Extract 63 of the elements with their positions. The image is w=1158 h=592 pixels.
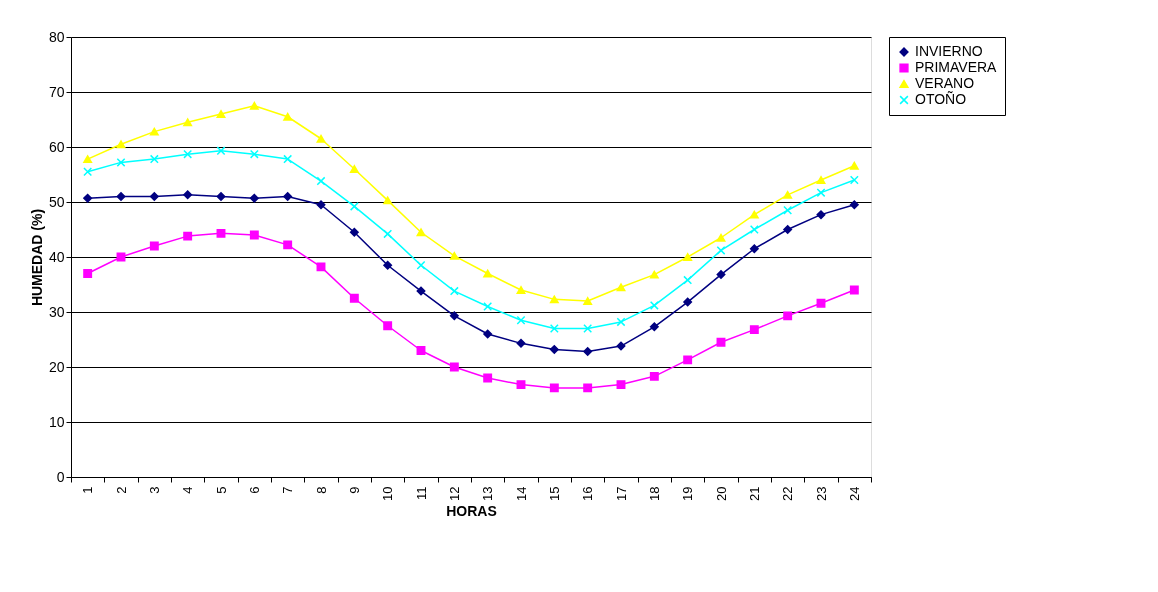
point <box>183 149 193 159</box>
point <box>816 188 826 198</box>
point <box>83 167 93 177</box>
y-tick-label: 10 <box>48 413 65 430</box>
point <box>683 275 693 285</box>
y-tick-label: 20 <box>48 358 65 375</box>
x-tick-label: 23 <box>813 486 829 501</box>
x-tick-label: 3 <box>146 486 162 494</box>
point <box>483 302 493 311</box>
y-tick-label: 70 <box>48 83 65 100</box>
point <box>649 300 659 310</box>
point <box>583 324 593 333</box>
point <box>149 154 159 164</box>
x-tick-label: 12 <box>446 486 462 501</box>
x-tick-label: 22 <box>780 486 796 501</box>
x-tick-label: 21 <box>746 486 762 501</box>
point <box>283 154 293 164</box>
x-tick-label: 14 <box>513 486 529 501</box>
y-tick-label: 50 <box>48 193 65 210</box>
point <box>449 286 459 296</box>
x-tick-label: 24 <box>846 486 862 501</box>
x-tick-label: 9 <box>346 486 362 494</box>
x-tick-label: 6 <box>246 486 262 494</box>
x-tick-label: 15 <box>546 486 562 501</box>
x-tick-label: 18 <box>646 486 662 501</box>
point <box>316 176 326 186</box>
x-tick-label: 7 <box>280 486 296 494</box>
point <box>416 260 426 270</box>
point <box>549 324 559 333</box>
point <box>716 245 726 255</box>
x-tick-label: 8 <box>313 486 329 494</box>
x-tick-label: 20 <box>713 486 729 501</box>
y-axis-title: HUMEDAD (%) <box>28 208 45 307</box>
y-tick-label: 40 <box>48 248 65 265</box>
x-axis-title: HORAS <box>446 502 497 519</box>
x-tick-label: 13 <box>480 486 496 501</box>
point <box>249 149 259 159</box>
x-tick-label: 19 <box>680 486 696 501</box>
point <box>749 225 759 234</box>
x-tick-label: 2 <box>113 486 129 494</box>
x-tick-label: 1 <box>80 486 96 494</box>
legend-label: INVIERNO <box>915 43 983 59</box>
x-tick-label: 4 <box>180 486 196 494</box>
point <box>116 157 126 167</box>
y-tick-label: 60 <box>48 138 65 155</box>
x-tick-label: 16 <box>580 486 596 501</box>
y-tick-label: 0 <box>56 468 65 485</box>
x-tick-label: 10 <box>380 486 396 501</box>
legend-label: OTOÑO <box>915 91 967 107</box>
point <box>216 146 226 156</box>
x-tick-label: 11 <box>413 486 429 500</box>
point <box>783 205 793 215</box>
point <box>616 317 626 327</box>
x-tick-label: 17 <box>613 486 629 501</box>
y-tick-label: 80 <box>48 28 65 45</box>
point <box>349 201 359 211</box>
x-tick-label: 5 <box>213 486 229 494</box>
point <box>849 175 859 185</box>
point <box>516 315 526 325</box>
legend-label: VERANO <box>915 75 975 91</box>
legend-label: PRIMAVERA <box>915 59 998 75</box>
y-tick-label: 30 <box>48 303 65 320</box>
point <box>383 229 393 239</box>
